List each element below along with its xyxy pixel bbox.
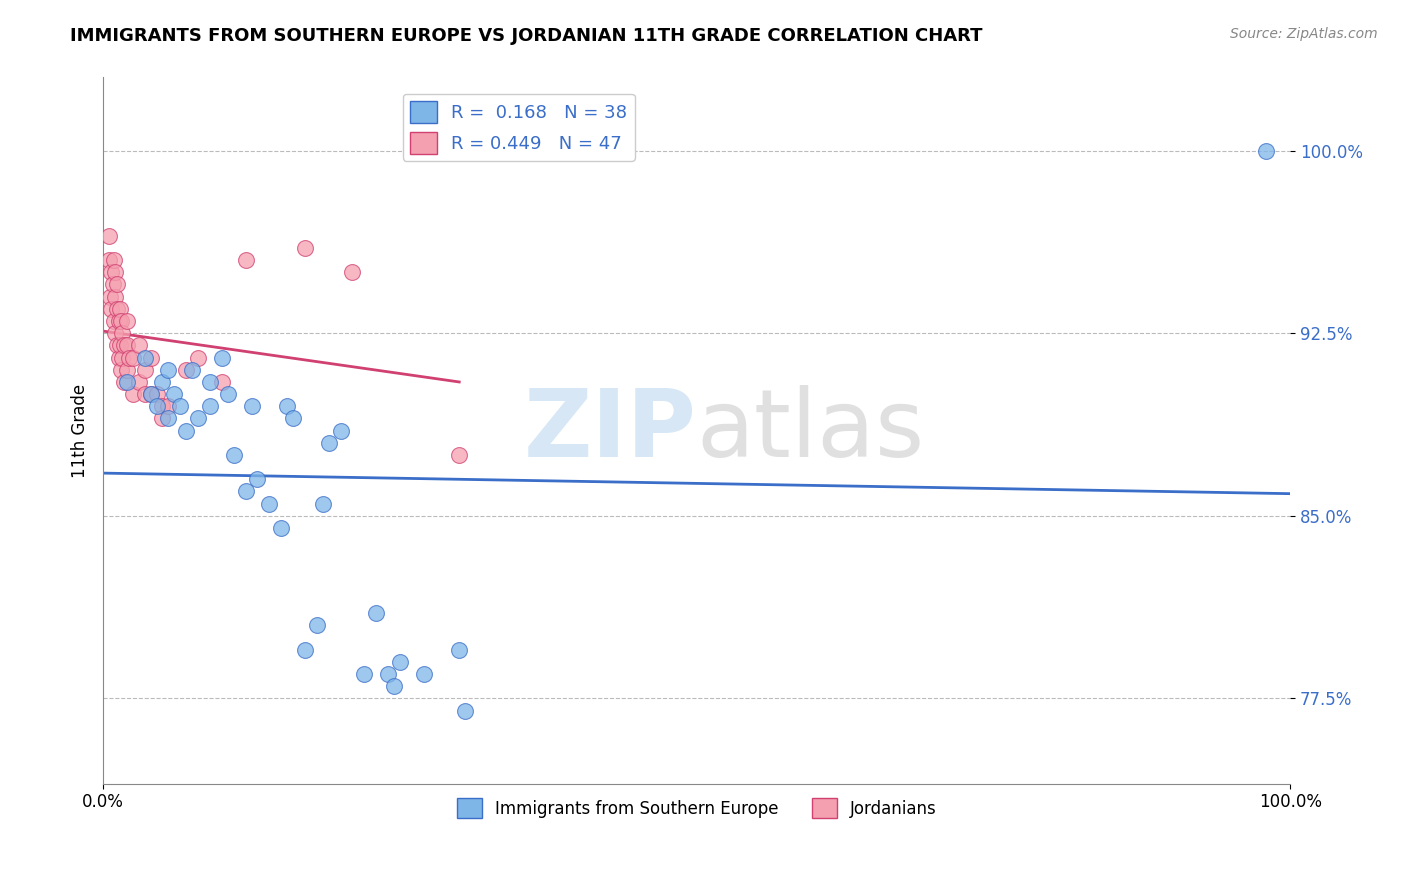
Text: IMMIGRANTS FROM SOUTHERN EUROPE VS JORDANIAN 11TH GRADE CORRELATION CHART: IMMIGRANTS FROM SOUTHERN EUROPE VS JORDA…	[70, 27, 983, 45]
Point	[157, 362, 180, 376]
Point	[111, 351, 134, 365]
Point	[152, 375, 174, 389]
Point	[114, 375, 136, 389]
Point	[105, 338, 128, 352]
Point	[388, 655, 411, 669]
Point	[187, 411, 209, 425]
Point	[98, 228, 121, 243]
Point	[270, 521, 292, 535]
Point	[105, 277, 128, 292]
Y-axis label: 11th Grade: 11th Grade	[72, 384, 89, 477]
Point	[105, 301, 128, 316]
Point	[121, 387, 143, 401]
Point	[259, 497, 281, 511]
Point	[110, 314, 132, 328]
Legend: Immigrants from Southern Europe, Jordanians: Immigrants from Southern Europe, Jordani…	[450, 791, 943, 825]
Point	[152, 399, 174, 413]
Point	[377, 667, 399, 681]
Point	[276, 399, 298, 413]
Point	[145, 399, 167, 413]
Point	[103, 314, 125, 328]
Point	[101, 277, 124, 292]
Point	[115, 338, 138, 352]
Point	[103, 253, 125, 268]
Point	[198, 399, 221, 413]
Point	[145, 387, 167, 401]
Point	[181, 362, 204, 376]
Point	[198, 375, 221, 389]
Point	[157, 411, 180, 425]
Point	[329, 424, 352, 438]
Point	[412, 667, 434, 681]
Point	[118, 351, 141, 365]
Point	[281, 411, 304, 425]
Point	[382, 679, 405, 693]
Point	[211, 351, 233, 365]
Text: ZIP: ZIP	[524, 384, 696, 476]
Point	[139, 351, 162, 365]
Point	[111, 326, 134, 341]
Point	[312, 497, 335, 511]
Point	[128, 375, 150, 389]
Point	[139, 387, 162, 401]
Point	[115, 362, 138, 376]
Point	[104, 290, 127, 304]
Point	[115, 375, 138, 389]
Point	[152, 411, 174, 425]
Point	[294, 241, 316, 255]
Point	[366, 606, 388, 620]
Point	[134, 387, 156, 401]
Point	[454, 704, 477, 718]
Point	[104, 265, 127, 279]
Point	[240, 399, 263, 413]
Text: Source: ZipAtlas.com: Source: ZipAtlas.com	[1230, 27, 1378, 41]
Point	[169, 399, 191, 413]
Point	[157, 399, 180, 413]
Point	[449, 642, 471, 657]
Point	[98, 290, 121, 304]
Point	[211, 375, 233, 389]
Point	[305, 618, 328, 632]
Point	[110, 362, 132, 376]
Point	[139, 387, 162, 401]
Point	[100, 265, 122, 279]
Point	[100, 301, 122, 316]
Text: atlas: atlas	[696, 384, 925, 476]
Point	[342, 265, 364, 279]
Point	[246, 472, 269, 486]
Point	[163, 387, 186, 401]
Point	[235, 484, 257, 499]
Point	[115, 314, 138, 328]
Point	[222, 448, 245, 462]
Point	[174, 362, 197, 376]
Point	[121, 351, 143, 365]
Point	[353, 667, 375, 681]
Point	[108, 301, 131, 316]
Point	[107, 314, 129, 328]
Point	[104, 326, 127, 341]
Point	[1256, 144, 1278, 158]
Point	[128, 338, 150, 352]
Point	[114, 338, 136, 352]
Point	[187, 351, 209, 365]
Point	[174, 424, 197, 438]
Point	[134, 351, 156, 365]
Point	[294, 642, 316, 657]
Point	[134, 362, 156, 376]
Point	[98, 253, 121, 268]
Point	[108, 338, 131, 352]
Point	[107, 351, 129, 365]
Point	[449, 448, 471, 462]
Point	[235, 253, 257, 268]
Point	[318, 435, 340, 450]
Point	[217, 387, 239, 401]
